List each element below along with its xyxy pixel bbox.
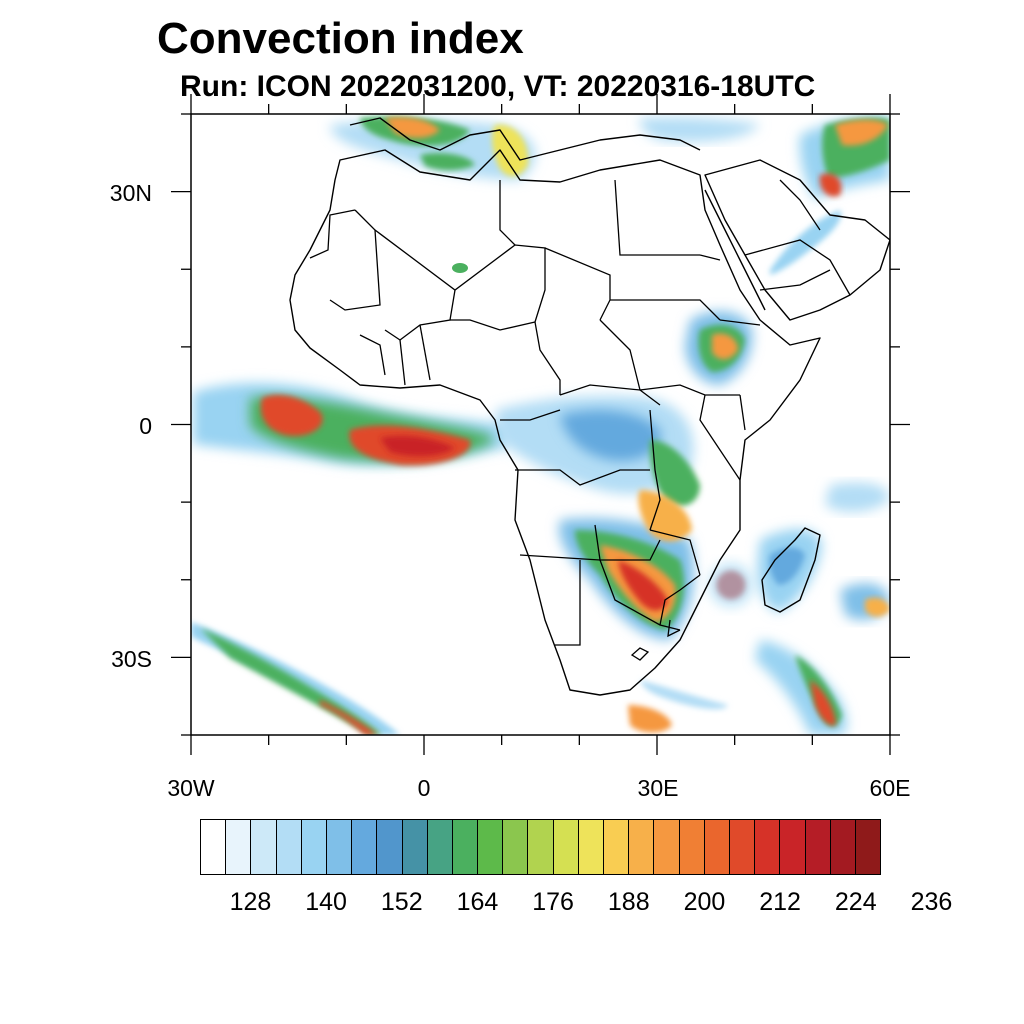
lon-label-60e: 60E bbox=[869, 775, 911, 801]
colorbar-cell bbox=[478, 820, 504, 874]
madagascar-coastline bbox=[761, 527, 821, 613]
colorbar-cell bbox=[402, 820, 428, 874]
colorbar-cell bbox=[604, 820, 630, 874]
colorbar-cell bbox=[679, 820, 705, 874]
arabia-coastline bbox=[704, 159, 890, 321]
lat-label-30n: 30N bbox=[109, 180, 152, 206]
africa-coastline bbox=[289, 149, 821, 696]
colorbar-label: 236 bbox=[910, 888, 953, 916]
colorbar-label: 200 bbox=[683, 888, 726, 916]
colorbar-cell bbox=[326, 820, 353, 874]
colorbar-cell bbox=[855, 820, 881, 874]
colorbar-cell bbox=[427, 820, 453, 874]
region-south-atlantic-streak bbox=[191, 622, 400, 735]
colorbar-cell bbox=[654, 820, 680, 874]
red-sea bbox=[704, 189, 766, 311]
colorbar-cell bbox=[377, 820, 403, 874]
region-middle-east bbox=[639, 115, 890, 275]
colorbar-cell bbox=[528, 820, 554, 874]
colorbar-cell bbox=[201, 820, 227, 874]
lon-label-30w: 30W bbox=[167, 775, 215, 801]
region-tropical-atlantic bbox=[193, 383, 510, 466]
lon-label-0: 0 bbox=[417, 775, 431, 801]
colorbar-cell bbox=[452, 820, 479, 874]
colorbar-label: 140 bbox=[305, 888, 347, 916]
colorbar-label: 152 bbox=[380, 888, 423, 916]
axis-ticks bbox=[171, 94, 910, 755]
colorbar-cell bbox=[503, 820, 529, 874]
region-ethiopia bbox=[685, 311, 753, 385]
colorbar-cell bbox=[805, 820, 831, 874]
colorbar-label: 212 bbox=[759, 888, 801, 916]
coastlines bbox=[289, 117, 890, 696]
colorbar-label: 128 bbox=[229, 888, 272, 916]
colorbar-label: 176 bbox=[532, 888, 574, 916]
colorbar-cell bbox=[729, 820, 756, 874]
convection-map bbox=[171, 94, 910, 755]
lat-label-0: 0 bbox=[139, 413, 152, 439]
colorbar-cell bbox=[780, 820, 806, 874]
colorbar-cell bbox=[276, 820, 302, 874]
region-east-ocean bbox=[825, 482, 890, 620]
colorbar-cell bbox=[553, 820, 579, 874]
region-madagascar bbox=[709, 529, 822, 612]
map-title: Convection index bbox=[157, 14, 524, 63]
map-subtitle: Run: ICON 2022031200, VT: 20220316-18UTC bbox=[180, 70, 816, 103]
colorbar-cell bbox=[578, 820, 604, 874]
colorbar-cell bbox=[704, 820, 730, 874]
colorbar-cell bbox=[301, 820, 327, 874]
region-south-indian-streak bbox=[628, 640, 847, 735]
colorbar-cell bbox=[251, 820, 277, 874]
region-southern-africa bbox=[559, 490, 694, 640]
europe-coastline bbox=[349, 117, 701, 161]
lat-label-30s: 30S bbox=[111, 646, 152, 672]
colorbar-label: 224 bbox=[834, 888, 877, 916]
colorbar-label: 188 bbox=[607, 888, 650, 916]
colorbar-cell bbox=[226, 820, 252, 874]
colorbar-cell bbox=[352, 820, 378, 874]
convection-field bbox=[191, 115, 890, 735]
colorbar-cell bbox=[755, 820, 781, 874]
colorbar-label: 164 bbox=[456, 888, 499, 916]
colorbar-cell bbox=[629, 820, 655, 874]
country-borders bbox=[309, 179, 851, 661]
lon-label-30e: 30E bbox=[637, 775, 679, 801]
colorbar-cell bbox=[830, 820, 856, 874]
region-mediterranean bbox=[330, 116, 536, 273]
colorbar bbox=[200, 819, 881, 875]
